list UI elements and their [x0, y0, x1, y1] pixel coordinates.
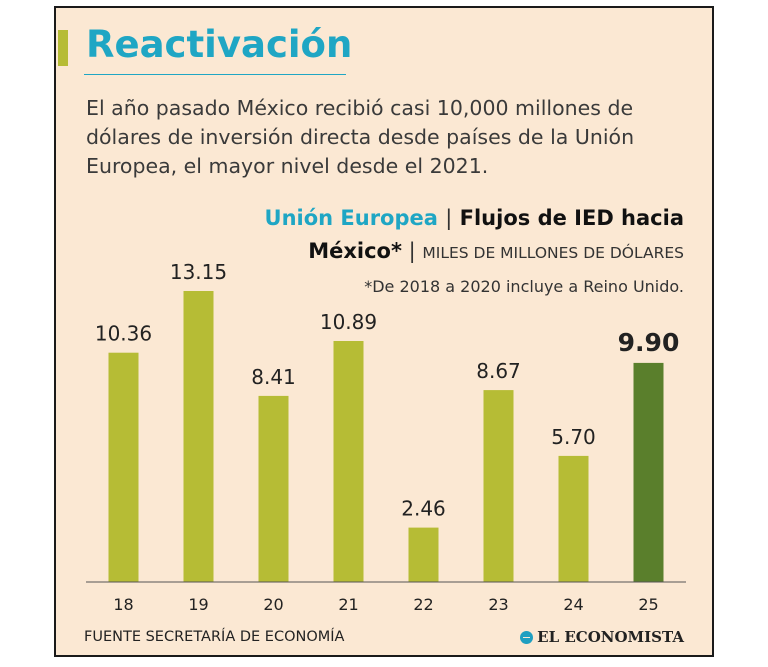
value-label-18: 10.36: [95, 322, 152, 346]
bar-23: [483, 390, 514, 582]
x-tick-24: 24: [563, 595, 583, 614]
bar-chart: 10.36 18 13.15 19 8.41 20 10.89 21 2.46 22 8.67 23 5…: [86, 260, 686, 614]
headline: Reactivación: [86, 23, 353, 66]
brand-logo: EL ECONOMISTA: [520, 628, 684, 646]
value-label-19: 13.15: [170, 260, 227, 284]
x-tick-18: 18: [113, 595, 133, 614]
value-label-23: 8.67: [476, 359, 521, 383]
value-label-24: 5.70: [551, 425, 596, 449]
bar-21: [333, 341, 364, 582]
headline-underline: [84, 74, 346, 75]
intro-paragraph: El año pasado México recibió casi 10,000…: [86, 96, 635, 178]
x-tick-22: 22: [413, 595, 433, 614]
chart-title-line-1: Unión Europea | Flujos de IED hacia: [265, 206, 684, 230]
accent-marker: [58, 30, 68, 66]
chart-title-separator: |: [445, 206, 453, 230]
chart-title-main-cont: México*: [308, 239, 402, 263]
globe-icon: [520, 630, 534, 644]
value-label-21: 10.89: [320, 310, 377, 334]
chart-title-separator-2: |: [408, 239, 416, 263]
bar-22: [408, 527, 439, 582]
brand-name: EL ECONOMISTA: [537, 628, 684, 646]
x-tick-19: 19: [188, 595, 208, 614]
x-tick-23: 23: [488, 595, 508, 614]
chart-footnote: *De 2018 a 2020 incluye a Reino Unido.: [364, 277, 684, 296]
value-label-20: 8.41: [251, 365, 296, 389]
chart-title-line-2: México* | MILES DE MILLONES DE DÓLARES: [308, 239, 684, 263]
value-label-25: 9.90: [618, 328, 680, 357]
x-tick-21: 21: [338, 595, 358, 614]
bar-25: [633, 362, 664, 582]
source-note: FUENTE SECRETARÍA DE ECONOMÍA: [84, 629, 345, 645]
x-tick-25: 25: [638, 595, 658, 614]
chart-title-region: Unión Europea: [264, 206, 438, 230]
bar-20: [258, 395, 289, 582]
value-label-22: 2.46: [401, 497, 446, 521]
bar-18: [108, 352, 139, 582]
chart-title-main: Flujos de IED hacia: [459, 206, 684, 230]
chart-units: MILES DE MILLONES DE DÓLARES: [422, 244, 684, 262]
bar-24: [558, 455, 589, 582]
infographic-card: Reactivación El año pasado México recibi…: [54, 6, 714, 657]
x-tick-20: 20: [263, 595, 283, 614]
bar-19: [183, 291, 214, 582]
